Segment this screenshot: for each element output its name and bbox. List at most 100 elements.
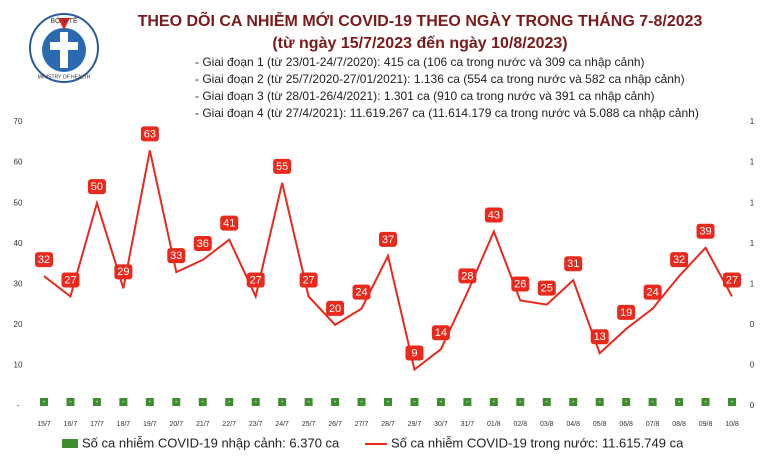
note: - Giai đoạn 1 (từ 23/01-24/7/2020): 415 … (195, 55, 645, 69)
value-label: - (704, 397, 707, 406)
x-tick-label: 30/7 (434, 421, 448, 428)
import-bar (622, 398, 631, 406)
import-bar (648, 398, 657, 406)
value-label: 63 (144, 128, 156, 140)
logo-text: BỘ Y TẾ (50, 15, 78, 25)
value-label: - (69, 397, 72, 406)
value-label: 9 (411, 347, 417, 359)
label-box (590, 329, 609, 345)
x-tick-label: 20/7 (169, 421, 183, 428)
import-bar (463, 398, 472, 406)
value-label: 31 (567, 258, 579, 270)
x-tick-label: 31/7 (461, 421, 475, 428)
y2-tick-label: 1 (750, 117, 755, 126)
x-tick-label: 29/7 (408, 421, 422, 428)
import-bar (569, 398, 578, 406)
value-label: 27 (302, 274, 314, 286)
value-label: - (625, 397, 628, 406)
import-bar (357, 398, 366, 406)
x-tick-label: 22/7 (222, 421, 236, 428)
label-box (458, 268, 477, 284)
y2-tick-label: 1 (750, 239, 755, 248)
label-box (617, 304, 636, 320)
value-label: - (254, 397, 257, 406)
value-label: - (651, 397, 654, 406)
x-tick-label: 18/7 (117, 421, 131, 428)
import-bar (595, 398, 604, 406)
value-label: - (493, 397, 496, 406)
x-tick-label: 05/8 (593, 421, 607, 428)
value-label: 27 (64, 274, 76, 286)
value-label: - (228, 397, 231, 406)
label-box (167, 248, 186, 264)
label-box (87, 179, 106, 195)
value-label: - (43, 397, 46, 406)
label-box (564, 256, 583, 272)
legend-label: Số ca nhiễm COVID-19 trong nước: 11.615.… (391, 435, 684, 450)
import-bar (40, 398, 48, 406)
label-box (405, 345, 424, 361)
x-tick-label: 17/7 (90, 421, 104, 428)
import-bar (331, 398, 340, 406)
import-bar (66, 398, 75, 406)
value-label: - (545, 397, 548, 406)
import-bar (304, 398, 313, 406)
value-label: 29 (117, 266, 129, 278)
value-label: - (572, 397, 575, 406)
import-bar (145, 398, 154, 406)
value-label: - (149, 397, 152, 406)
value-label: 24 (355, 287, 367, 299)
value-label: 20 (329, 303, 341, 315)
import-bar (701, 398, 710, 406)
x-tick-label: 10/8 (725, 421, 739, 428)
label-box (643, 284, 662, 300)
value-label: 27 (726, 274, 738, 286)
line (43, 150, 733, 372)
value-label: - (122, 397, 125, 406)
y2-tick-label: 0 (750, 361, 755, 370)
logo-text: MINISTRY OF HEALTH (38, 74, 91, 80)
note: - Giai đoạn 3 (từ 28/01-26/4/2021): 1.30… (195, 89, 655, 103)
x-tick-label: 07/8 (646, 421, 660, 428)
value-label: - (334, 397, 337, 406)
y-tick-label: 50 (14, 198, 23, 207)
value-label: - (413, 397, 416, 406)
chart-subtitle: (từ ngày 15/7/2023 đến ngày 10/8/2023) (272, 35, 567, 52)
value-label: 50 (91, 181, 103, 193)
value-label: 41 (223, 218, 235, 230)
value-label: 19 (620, 307, 632, 319)
label-box (484, 207, 503, 223)
import-bar (198, 398, 207, 406)
y-tick-label: 70 (14, 117, 23, 126)
legend-label: Số ca nhiễm COVID-19 nhập cảnh: 6.370 ca (82, 435, 340, 450)
x-tick-label: 16/7 (64, 421, 78, 428)
label-box (193, 235, 212, 251)
value-label: 33 (170, 250, 182, 262)
x-tick-label: 08/8 (672, 421, 686, 428)
x-tick-label: 06/8 (619, 421, 633, 428)
import-bar (278, 398, 287, 406)
value-label: 27 (250, 274, 262, 286)
y-tick-label: 10 (14, 361, 23, 370)
label-box (537, 280, 556, 296)
x-tick-label: 02/8 (513, 421, 527, 428)
import-bar (675, 398, 684, 406)
value-label: 39 (699, 226, 711, 238)
import-bar (542, 398, 551, 406)
label-box (273, 158, 292, 174)
import-bar (489, 398, 498, 406)
value-label: - (96, 397, 99, 406)
import-bar (728, 398, 736, 406)
import-bar (516, 398, 525, 406)
label-box (670, 252, 689, 268)
value-label: - (387, 397, 390, 406)
value-label: 37 (382, 234, 394, 246)
label-box (723, 272, 741, 288)
value-label: - (201, 397, 204, 406)
label-box (114, 264, 133, 280)
label-box (511, 276, 530, 292)
value-label: 13 (594, 331, 606, 343)
label-box (246, 272, 265, 288)
import-bar (119, 398, 128, 406)
value-label: - (360, 397, 363, 406)
